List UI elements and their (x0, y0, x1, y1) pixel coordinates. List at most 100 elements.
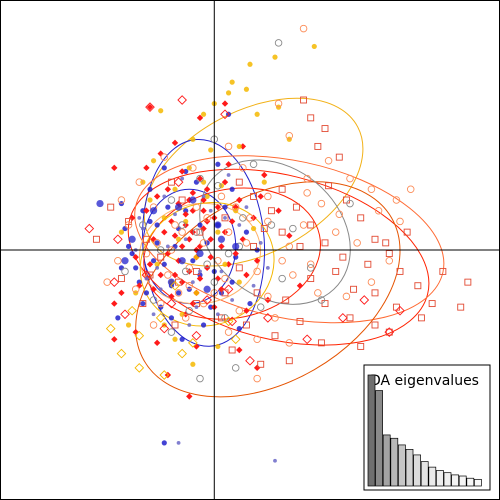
scatter-point (164, 271, 172, 279)
scatter-point (157, 271, 164, 279)
scatter-point (275, 207, 282, 214)
scatter-point (265, 265, 270, 270)
scatter-point (346, 199, 354, 208)
scatter-point (321, 239, 329, 247)
scatter-point (109, 277, 120, 287)
scatter-point (203, 214, 211, 222)
scatter-point (236, 279, 242, 285)
scatter-point (236, 196, 243, 204)
scatter-point (384, 327, 395, 337)
scatter-point (149, 321, 158, 329)
scatter-point (271, 332, 279, 340)
scatter-point (121, 267, 129, 276)
scatter-point (253, 364, 261, 372)
scatter-point (225, 90, 232, 96)
scatter-point (154, 222, 160, 228)
scatter-point (225, 161, 232, 168)
scatter-point (264, 292, 272, 301)
scatter-point (132, 253, 139, 261)
scatter-point (118, 229, 125, 235)
scatter-point (371, 321, 379, 329)
scatter-point (193, 343, 200, 350)
scatter-point (186, 236, 193, 243)
eigenvalue-bar (367, 374, 376, 487)
scatter-point (143, 207, 150, 214)
scatter-point (203, 186, 211, 193)
scatter-point (300, 96, 308, 104)
scatter-point (185, 281, 194, 290)
scatter-point (198, 269, 202, 274)
scatter-point (285, 131, 294, 140)
scatter-point (117, 275, 125, 283)
scatter-point (124, 221, 133, 229)
scatter-point (221, 178, 229, 186)
scatter-point (223, 284, 234, 295)
scatter-point (155, 265, 160, 270)
scatter-point (267, 207, 275, 215)
scatter-point (191, 330, 202, 341)
scatter-point (177, 95, 187, 105)
scatter-point (439, 267, 447, 275)
scatter-point (243, 86, 250, 92)
scatter-point (154, 240, 160, 246)
scatter-point (314, 142, 322, 150)
scatter-point (173, 177, 184, 187)
scatter-point (203, 285, 211, 293)
scatter-point (236, 143, 242, 150)
scatter-point (154, 261, 160, 267)
scatter-point (428, 300, 436, 308)
scatter-point (153, 193, 161, 200)
scatter-point (299, 221, 308, 229)
scatter-point (364, 260, 372, 268)
scatter-point (140, 208, 146, 214)
scatter-point (223, 215, 227, 220)
scatter-point (127, 305, 137, 316)
scatter-point (321, 125, 329, 133)
scatter-point (289, 271, 297, 279)
scatter-point (230, 334, 241, 345)
scatter-point (153, 239, 161, 247)
scatter-point (177, 348, 187, 359)
scatter-point (267, 221, 276, 229)
scatter-point (144, 276, 149, 281)
scatter-point (299, 24, 308, 33)
scatter-point (128, 235, 136, 243)
scatter-point (385, 250, 393, 258)
scatter-point (414, 282, 422, 290)
group-ellipse-9 (139, 202, 275, 327)
scatter-point (196, 174, 204, 183)
scatter-point (321, 300, 329, 308)
scatter-point (129, 250, 135, 257)
scatter-point (335, 153, 343, 161)
scatter-point (196, 249, 204, 258)
scatter-point (140, 226, 145, 231)
scatter-point (167, 328, 176, 336)
scatter-point (189, 207, 197, 214)
scatter-point (140, 300, 146, 307)
scatter-point (227, 316, 237, 327)
eigenvalue-bar (390, 437, 399, 487)
scatter-point (164, 250, 172, 257)
scatter-point (200, 111, 207, 117)
scatter-point (171, 139, 179, 147)
scatter-point (217, 192, 226, 201)
scatter-point (371, 289, 379, 297)
scatter-point (132, 328, 139, 336)
scatter-point (164, 186, 172, 193)
scatter-point (192, 228, 201, 236)
scatter-point (244, 205, 249, 210)
scatter-point (131, 285, 140, 294)
scatter-point (296, 282, 304, 289)
scatter-point (158, 108, 164, 114)
scatter-point (214, 275, 222, 282)
scatter-point (243, 307, 250, 314)
scatter-point (215, 343, 221, 350)
eigenvalue-bar (443, 472, 452, 487)
scatter-point (282, 296, 290, 304)
eigenvalue-bar (466, 477, 475, 487)
scatter-point (307, 275, 315, 283)
scatter-point (150, 236, 157, 243)
scatter-point (214, 256, 222, 265)
scatter-point (208, 208, 213, 213)
